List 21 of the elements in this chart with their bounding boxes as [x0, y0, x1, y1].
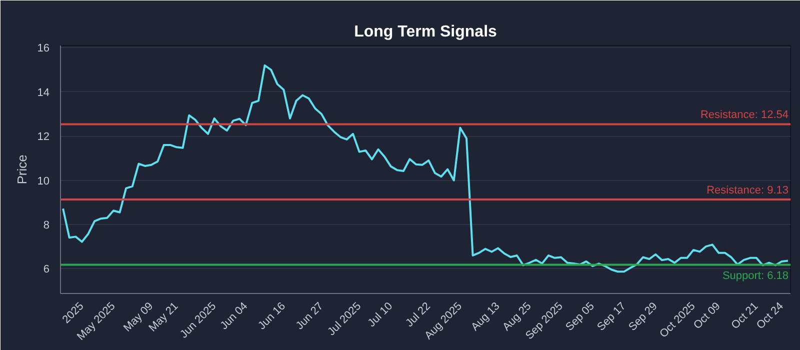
ref-line-label: Support: 6.18: [722, 270, 789, 282]
x-tick-label: Jul 22: [404, 300, 433, 330]
ref-line-label: Resistance: 12.54: [700, 109, 789, 122]
y-tick-label: 6: [43, 264, 50, 276]
x-tick-label: Jun 16: [256, 300, 288, 332]
y-tick-label: 12: [37, 131, 50, 144]
x-tick-label: Jun 04: [218, 300, 250, 332]
ref-line-label: Resistance: 9.13: [706, 184, 788, 197]
x-tick-label: Sep 05: [564, 300, 597, 334]
y-tick-label: 10: [37, 175, 50, 188]
y-axis-title: Price: [14, 154, 30, 184]
x-tick-label: Jul 10: [366, 300, 396, 330]
line-series: [62, 64, 789, 273]
chart-title: Long Term Signals: [354, 24, 498, 40]
y-tick-label: 16: [37, 42, 50, 55]
x-tick-label: Sep 17: [595, 300, 628, 334]
x-tick-label: Aug 13: [469, 300, 502, 334]
x-tick-label: Sep 29: [626, 300, 660, 334]
x-tick-label: Jun 27: [294, 300, 326, 332]
y-tick-label: 14: [37, 86, 50, 99]
y-tick-label: 8: [43, 220, 50, 232]
